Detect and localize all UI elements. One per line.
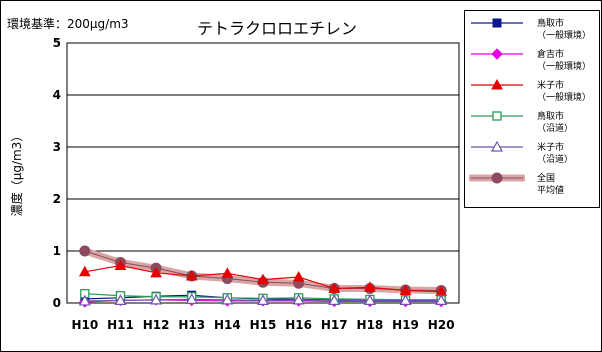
legend-label-line2: （沿道）: [537, 155, 574, 165]
legend-label-line1: 米子市: [537, 143, 565, 153]
y-tick-label: 4: [53, 88, 61, 102]
data-point: [114, 259, 127, 271]
series-yonago-general: [78, 259, 448, 297]
legend-label-line2: 平均値: [537, 186, 565, 196]
legend-marker: [492, 18, 502, 28]
legend-marker: [491, 79, 503, 90]
data-point: [257, 273, 269, 285]
data-point: [292, 270, 305, 282]
series-yonago-roadside: [78, 293, 448, 306]
legend-item: 鳥取市 （一般環境）: [465, 17, 599, 47]
data-point: [78, 265, 91, 277]
legend-swatch: [471, 18, 523, 28]
legend-label-line2: （一般環境）: [537, 31, 592, 41]
x-tick-label: H16: [285, 318, 312, 332]
data-point: [328, 282, 341, 293]
y-tick-label: 5: [53, 36, 61, 50]
data-point: [364, 281, 376, 292]
x-tick-label: H17: [321, 318, 348, 332]
legend-label-line2: （沿道）: [537, 124, 574, 134]
data-point: [292, 293, 305, 305]
legend-label-line2: （一般環境）: [537, 93, 592, 103]
legend-swatch: [471, 79, 523, 90]
legend-marker: [492, 111, 502, 121]
y-tick-label: 1: [53, 244, 61, 258]
y-axis-label: 濃度（μg/m3）: [9, 130, 24, 217]
y-tick-label: 0: [53, 296, 61, 310]
legend-marker: [491, 172, 503, 184]
data-point: [363, 294, 376, 305]
x-tick-label: H10: [71, 318, 98, 332]
data-point: [79, 245, 91, 257]
data-point: [78, 294, 91, 306]
legend-swatch: [471, 141, 523, 152]
legend-label-line1: 全国: [537, 174, 556, 184]
legend-item: 鳥取市 （沿道）: [465, 110, 599, 140]
legend-item: 米子市 （沿道）: [465, 141, 599, 171]
data-point: [256, 294, 270, 305]
legend-item: 倉吉市 （一般環境）: [465, 48, 599, 78]
environmental-standard-note: 環境基準：200μg/m3: [7, 17, 129, 31]
legend-label-line1: 倉吉市: [537, 50, 565, 60]
x-tick-label: H15: [250, 318, 277, 332]
x-tick-label: H12: [143, 318, 170, 332]
legend-marker: [491, 48, 503, 60]
legend-item: 米子市 （一般環境）: [465, 79, 599, 109]
legend-swatch: [471, 48, 523, 60]
x-tick-label: H19: [392, 318, 419, 332]
y-tick-label: 2: [53, 192, 61, 206]
legend-label-line1: 鳥取市: [537, 19, 565, 29]
data-point: [399, 294, 412, 305]
legend-swatch: [469, 172, 525, 184]
x-tick-label: H14: [214, 318, 241, 332]
legend-label-line1: 米子市: [537, 81, 565, 91]
data-point: [328, 294, 341, 305]
x-tick-label: H13: [178, 318, 205, 332]
data-point: [185, 269, 198, 281]
legend-label-line1: 鳥取市: [537, 112, 565, 122]
data-point: [114, 294, 127, 305]
data-point: [185, 293, 198, 304]
x-tick-label: H20: [428, 318, 455, 332]
y-tick-label: 3: [53, 140, 61, 154]
data-point: [435, 294, 448, 305]
data-point: [150, 266, 162, 278]
data-point: [150, 293, 163, 305]
x-tick-label: H11: [107, 318, 134, 332]
x-tick-label: H18: [357, 318, 384, 332]
chart-title: テトラクロロエチレン: [197, 19, 358, 38]
legend-marker: [490, 141, 504, 152]
legend-item: 全国 平均値: [465, 172, 599, 202]
data-point: [221, 293, 234, 305]
plot-area: [66, 42, 460, 304]
data-point: [221, 267, 234, 278]
legend-label-line2: （一般環境）: [537, 62, 592, 72]
legend: 鳥取市 （一般環境） 倉吉市 （一般環境） 米子市 （一般環境） 鳥取市 （沿道） 米子市 （沿道…: [464, 10, 600, 208]
legend-swatch: [471, 111, 523, 121]
